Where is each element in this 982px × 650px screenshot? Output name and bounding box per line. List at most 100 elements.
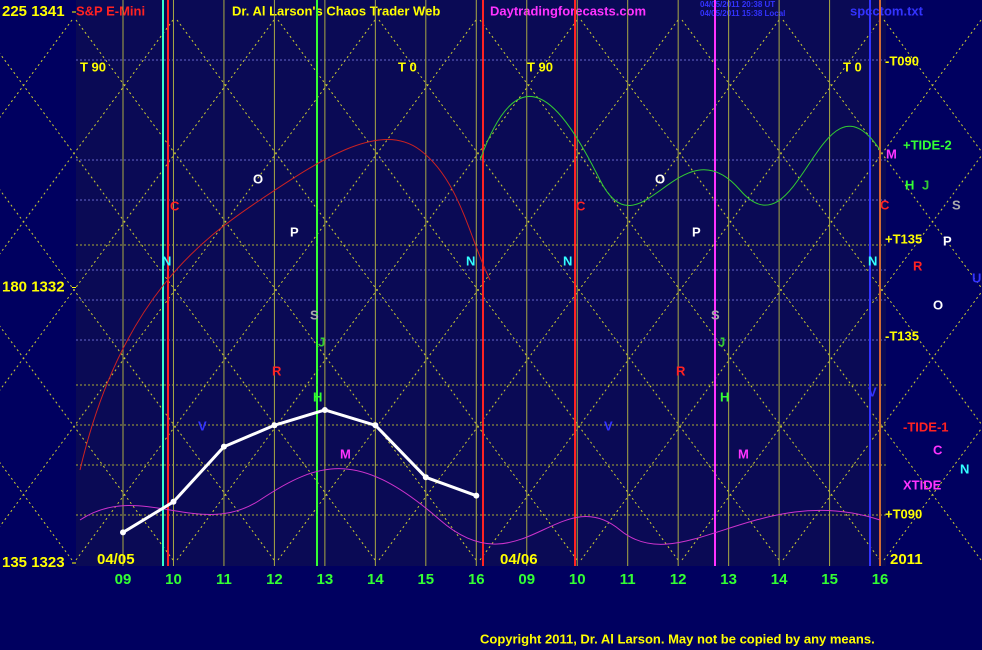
annotation: J: [718, 334, 725, 349]
annotation: V: [868, 384, 877, 399]
copyright: Copyright 2011, Dr. Al Larson. May not b…: [480, 631, 875, 646]
annotation: 04/05: [97, 551, 135, 568]
plot-area: [76, 0, 886, 566]
price-point: [321, 406, 328, 413]
x-tick-label: 10: [165, 571, 182, 588]
annotation: 2011: [890, 551, 923, 568]
annotation: T 0: [398, 59, 417, 74]
annotation: +T135: [885, 231, 922, 246]
annotation: U: [972, 270, 981, 285]
annotation: H: [313, 389, 322, 404]
annotation: -TIDE-1: [903, 419, 949, 434]
x-tick-label: 13: [317, 571, 334, 588]
cycle-line: [479, 19, 881, 561]
annotation: +T090: [885, 506, 922, 521]
cycle-curve: [79, 139, 491, 471]
annotation: +TIDE-2: [903, 137, 952, 152]
x-tick-label: 14: [771, 571, 788, 588]
annotation: N: [162, 253, 171, 268]
cycle-line: [277, 19, 679, 561]
annotation: H: [905, 177, 914, 192]
annotation: H: [720, 389, 729, 404]
annotation: R: [676, 363, 686, 378]
cycle-line: [0, 19, 376, 528]
annotation: T 90: [80, 59, 106, 74]
cycle-curve: [79, 468, 881, 545]
annotation: T 0: [843, 59, 862, 74]
annotation: C: [933, 442, 943, 457]
annotation: O: [655, 171, 665, 186]
price-point: [170, 498, 177, 505]
annotation: P: [943, 233, 952, 248]
annotation: M: [340, 446, 351, 461]
annotation: XTIDE: [903, 477, 942, 492]
x-tick-label: 12: [670, 571, 687, 588]
annotation: N: [466, 253, 475, 268]
annotation: V: [604, 418, 613, 433]
y-tick-label: 180 1332: [2, 278, 65, 295]
annotation: M: [738, 446, 749, 461]
annotation: -T090: [885, 53, 919, 68]
annotation: N: [563, 253, 572, 268]
cycle-line: [883, 426, 982, 561]
price-point: [220, 443, 227, 450]
price-point: [372, 422, 379, 429]
y-tick-label: 135 1323: [2, 554, 65, 571]
cycle-line: [75, 19, 477, 561]
price-point: [120, 529, 126, 536]
cycle-curve: [479, 95, 881, 206]
x-tick-label: 11: [216, 571, 232, 588]
cycle-line: [681, 154, 982, 561]
timestamp: 04/05/2011 15:38 Local: [700, 9, 785, 18]
annotation: P: [692, 224, 701, 239]
cycle-line: [378, 19, 780, 561]
subtitle: S&P E-Mini: [76, 3, 145, 18]
annotation: M: [886, 146, 897, 161]
cycle-line: [0, 461, 73, 561]
y-tick-label: 225 1341: [2, 3, 65, 20]
price-point: [271, 422, 278, 429]
file-name: spcctom.txt: [850, 3, 924, 18]
annotation: N: [868, 253, 877, 268]
x-tick-label: 11: [620, 571, 636, 588]
annotation: J: [922, 177, 929, 192]
x-tick-label: 09: [518, 571, 535, 588]
annotation: S: [952, 197, 961, 212]
price-point: [422, 474, 429, 481]
annotation: J: [318, 334, 325, 349]
x-tick-label: 16: [872, 571, 889, 588]
price-point: [473, 492, 480, 499]
annotation: V: [198, 418, 207, 433]
annotation: C: [170, 198, 180, 213]
annotation: P: [290, 224, 299, 239]
cycle-line: [782, 290, 982, 561]
annotation: O: [933, 297, 943, 312]
annotation: S: [711, 307, 720, 322]
x-tick-label: 15: [821, 571, 838, 588]
cycle-line: [176, 19, 578, 561]
annotation: N: [960, 461, 969, 476]
annotation: S: [310, 307, 319, 322]
x-tick-label: 13: [720, 571, 737, 588]
x-tick-label: 09: [115, 571, 132, 588]
x-tick-label: 10: [569, 571, 586, 588]
annotation: R: [913, 258, 923, 273]
annotation: 04/06: [500, 551, 538, 568]
price-line: [122, 408, 477, 534]
chart-title: Dr. Al Larson's Chaos Trader Web: [232, 3, 440, 18]
annotation: T 90: [527, 59, 553, 74]
annotation: -T135: [885, 328, 919, 343]
cycle-line: [0, 325, 174, 561]
x-tick-label: 15: [417, 571, 434, 588]
x-tick-label: 14: [367, 571, 384, 588]
source: Daytradingforecasts.com: [490, 3, 646, 18]
x-tick-label: 16: [468, 571, 485, 588]
annotation: R: [272, 363, 282, 378]
cycle-line: [0, 19, 275, 391]
annotation: C: [880, 197, 890, 212]
cycle-line: [580, 19, 982, 561]
annotation: O: [253, 171, 263, 186]
annotation: C: [576, 198, 586, 213]
x-tick-label: 12: [266, 571, 283, 588]
